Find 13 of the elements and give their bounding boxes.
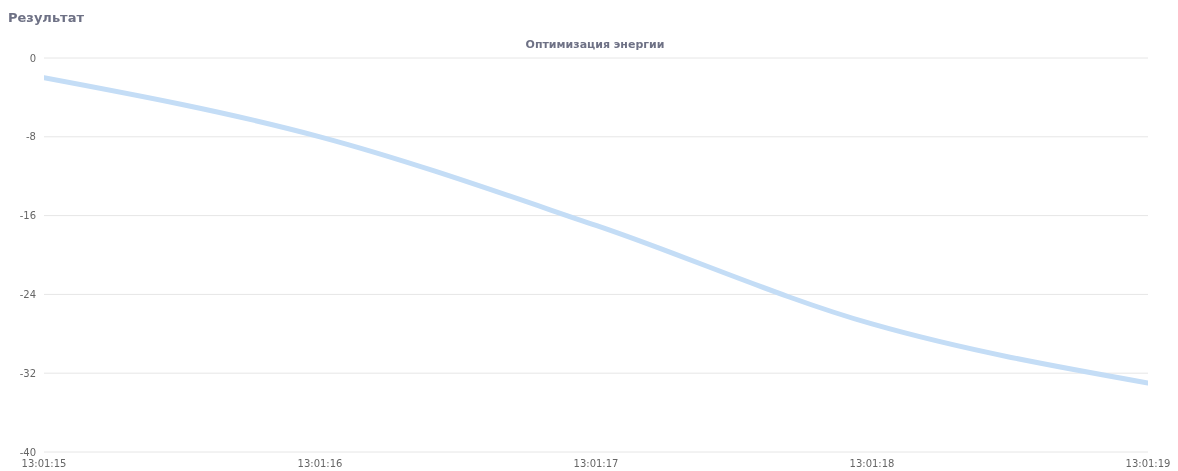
y-tick-label: -24 [19,288,36,300]
x-tick-label: 13:01:19 [1125,458,1171,470]
chart-title: Результат [8,10,84,25]
x-tick-label: 13:01:15 [21,458,67,470]
chart-subtitle: Оптимизация энергии [524,38,666,51]
y-tick-label: -8 [26,131,36,143]
y-tick-label: 0 [29,52,36,64]
x-tick-label: 13:01:18 [849,458,895,470]
y-tick-label: -40 [19,446,36,458]
y-tick-label: -32 [19,367,36,379]
x-tick-label: 13:01:16 [297,458,343,470]
y-tick-label: -16 [19,210,36,222]
x-tick-label: 13:01:17 [573,458,619,470]
